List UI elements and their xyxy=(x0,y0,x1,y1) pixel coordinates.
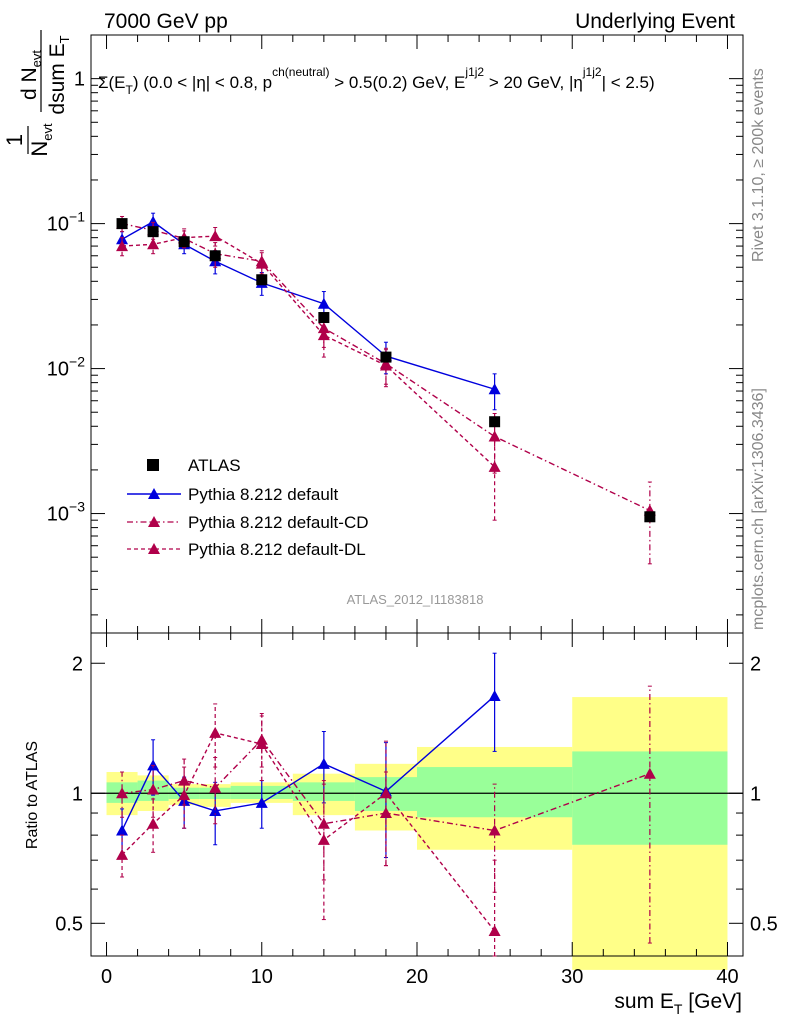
ratio-data-point xyxy=(178,789,191,801)
ratio-y-tick-label-left: 2 xyxy=(72,653,83,675)
ratio-series-line xyxy=(121,732,496,932)
main-atlas-point xyxy=(256,274,268,286)
x-tick-label: 0 xyxy=(101,966,112,988)
ratio-data-point xyxy=(379,807,392,819)
legend-dl-marker xyxy=(148,543,160,554)
svg-text:d Nevt: d Nevt xyxy=(18,50,44,100)
main-data-point xyxy=(209,230,222,242)
header-left: 7000 GeV pp xyxy=(104,10,228,33)
analysis-id: ATLAS_2012_I1183818 xyxy=(347,592,484,607)
x-axis-label: sum ET [GeV] xyxy=(614,990,742,1017)
main-atlas-point xyxy=(147,226,159,238)
svg-text:dsum ET: dsum ET xyxy=(46,35,72,114)
ratio-y-axis-label: Ratio to ATLAS xyxy=(24,741,41,849)
legend: ATLAS Pythia 8.212 default Pythia 8.212 … xyxy=(127,456,369,559)
ratio-data-point xyxy=(116,787,129,799)
x-tick-label: 20 xyxy=(406,966,428,988)
main-atlas-point xyxy=(318,312,330,324)
legend-atlas-marker xyxy=(147,459,159,471)
main-data-point xyxy=(255,257,268,269)
ratio-data-point xyxy=(209,781,222,793)
main-panel: 10−3 10−2 10−1 1 Σ(ET) (0.0 < |η| < 0.8, pc… xyxy=(2,30,744,634)
ratio-series-marks xyxy=(116,652,656,957)
x-tick-label: 10 xyxy=(251,966,273,988)
svg-text:1: 1 xyxy=(2,134,27,146)
legend-cd-marker xyxy=(148,516,160,527)
ratio-data-point xyxy=(255,796,268,808)
ratio-y-tick-label-right: 2 xyxy=(750,653,761,675)
main-series-marks xyxy=(116,212,656,565)
main-data-point xyxy=(317,297,330,309)
main-ticks: 10−3 10−2 10−1 1 xyxy=(47,34,743,633)
ratio-data-point xyxy=(488,824,501,836)
x-tick-label: 40 xyxy=(716,966,738,988)
ratio-data-point xyxy=(643,767,656,779)
ratio-data-point xyxy=(116,848,129,860)
main-y-tick-label: 1 xyxy=(74,69,85,91)
ratio-series-line xyxy=(121,695,496,831)
main-data-point xyxy=(317,329,330,341)
ratio-uncertainty-bands xyxy=(106,697,728,970)
main-data-point xyxy=(488,383,501,395)
ratio-data-point xyxy=(317,757,330,769)
ratio-y-tick-label-right: 1 xyxy=(750,783,761,805)
main-data-point xyxy=(147,238,160,250)
main-atlas-point xyxy=(489,416,501,428)
main-data-point xyxy=(379,359,392,371)
svg-text:Nevt: Nevt xyxy=(27,123,55,157)
ratio-data-point xyxy=(255,738,268,750)
header-right: Underlying Event xyxy=(575,10,735,33)
main-y-tick-label: 10−2 xyxy=(47,354,85,381)
ratio-panel: 0.5 0.51 12 20 10 20 30 40 Ratio to ATLAS sum E… xyxy=(24,632,778,1017)
legend-default-label: Pythia 8.212 default xyxy=(188,485,339,504)
ratio-data-point xyxy=(147,783,160,795)
main-series-line xyxy=(121,222,651,512)
main-series-line xyxy=(122,235,496,468)
ratio-ticks: 0.5 0.51 12 20 10 20 30 40 xyxy=(55,633,778,988)
mcplots-label: mcplots.cern.ch [arXiv:1306.3436] xyxy=(750,388,767,630)
legend-atlas-label: ATLAS xyxy=(188,456,241,475)
main-atlas-point xyxy=(644,511,656,523)
x-tick-label: 30 xyxy=(561,966,583,988)
main-y-tick-label: 10−3 xyxy=(47,499,85,526)
ratio-data-point xyxy=(488,924,501,936)
main-data-point xyxy=(147,215,160,227)
ratio-data-point xyxy=(379,787,392,799)
legend-cd-label: Pythia 8.212 default-CD xyxy=(188,513,369,532)
main-atlas-point xyxy=(178,236,190,248)
main-atlas-point xyxy=(116,218,128,230)
legend-dl-label: Pythia 8.212 default-DL xyxy=(188,540,366,559)
main-data-point xyxy=(488,460,501,472)
ratio-data-point xyxy=(209,804,222,816)
main-data-point xyxy=(488,430,501,442)
ratio-y-tick-label-left: 0.5 xyxy=(55,913,83,935)
main-y-axis-label: 1 Nevt d Nevt dsum ET [GeV-1] xyxy=(2,30,72,157)
ratio-data-point xyxy=(317,817,330,829)
legend-default-marker xyxy=(148,488,160,499)
ratio-data-point xyxy=(178,774,191,786)
main-data-point xyxy=(116,240,129,252)
ratio-y-tick-label-right: 0.5 xyxy=(750,913,778,935)
main-y-tick-label: 10−1 xyxy=(47,209,85,236)
main-atlas-point xyxy=(209,250,221,262)
rivet-version-label: Rivet 3.1.10, ≥ 200k events xyxy=(750,68,767,262)
ratio-data-point xyxy=(147,817,160,829)
main-plot-title: Σ(ET) (0.0 < |η| < 0.8, pch(neutral) > 0… xyxy=(98,65,655,97)
main-series-line xyxy=(121,220,495,390)
ratio-data-point xyxy=(488,689,501,701)
ratio-data-point xyxy=(209,726,222,738)
ratio-y-tick-label-left: 1 xyxy=(72,783,83,805)
main-atlas-point xyxy=(380,351,392,363)
ratio-data-point xyxy=(317,833,330,845)
ratio-data-point xyxy=(116,824,129,836)
